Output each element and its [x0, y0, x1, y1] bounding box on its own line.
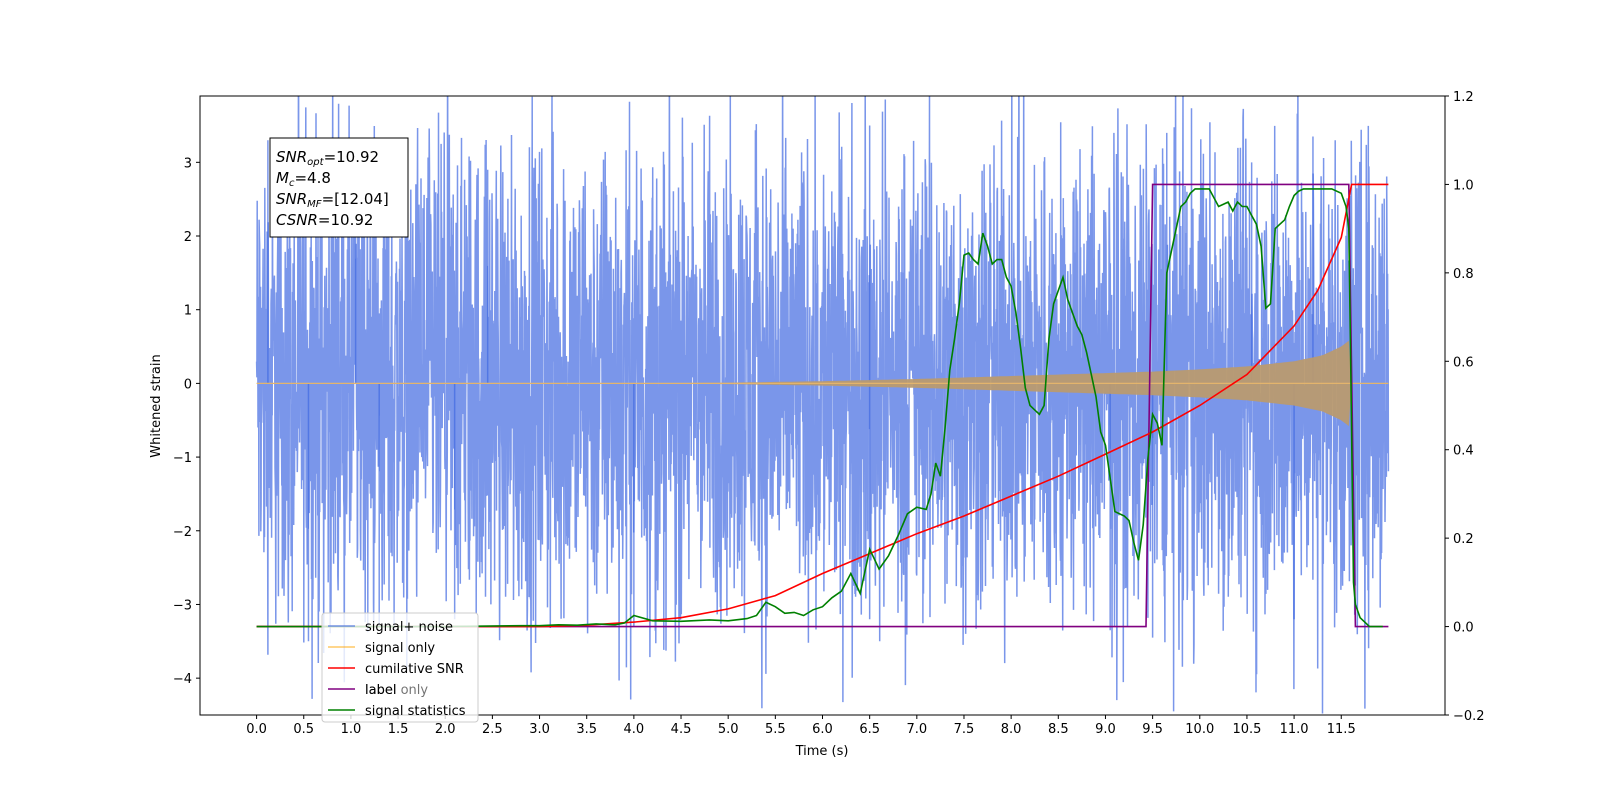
x-tick-label: 3.5 [576, 722, 597, 737]
cumilative-snr-line [256, 183, 1389, 628]
legend-label: signal only [365, 641, 435, 656]
info-box: SNRopt=10.92Mc=4.8SNRMF=[12.04]CSNR=10.9… [269, 137, 409, 238]
x-tick-label: 6.0 [812, 722, 833, 737]
y-left-tick-label: 2 [184, 230, 192, 245]
info-line: CSNR=10.92 [276, 211, 373, 229]
label-line [256, 183, 1389, 628]
info-box-frame [269, 137, 409, 238]
y-axis-left: −4 −3 −2 −1 0 1 2 3 [173, 156, 200, 687]
y-left-tick-label: 1 [184, 304, 192, 319]
y-left-tick-label: 3 [184, 156, 192, 171]
legend: signal+ noise signal only cumilative SNR la… [321, 612, 479, 723]
x-axis-label: Time (s) [795, 744, 849, 759]
x-axis: 0.0 0.5 1.0 1.5 2.0 2.5 3.0 3.5 4.0 4.5 5.0 5.5 6.0 6… [246, 715, 1356, 737]
y-left-tick-label: −1 [173, 451, 192, 466]
y-right-tick-label: 0.2 [1453, 532, 1474, 547]
legend-label: label [365, 683, 396, 698]
x-tick-label: 3.0 [529, 722, 550, 737]
x-tick-label: 9.0 [1095, 722, 1116, 737]
legend-label-label-only: label only [365, 683, 428, 698]
x-tick-label: 8.0 [1001, 722, 1022, 737]
x-tick-label: 2.0 [435, 722, 456, 737]
signal-only-series [256, 340, 1389, 427]
legend-label: cumilative SNR [365, 662, 464, 677]
y-right-tick-label: 0.0 [1453, 621, 1474, 636]
signal-noise-trace [255, 96, 1390, 714]
y-left-tick-label: −3 [173, 598, 192, 613]
x-tick-label: 1.5 [388, 722, 409, 737]
x-tick-label: 0.0 [246, 722, 267, 737]
y-right-tick-label: 1.0 [1453, 178, 1474, 193]
info-line: SNRopt=10.92 [276, 148, 379, 168]
right-axis-series [256, 183, 1389, 628]
y-right-tick-label: 0.6 [1453, 355, 1474, 370]
info-line: SNRMF=[12.04] [276, 190, 389, 210]
x-tick-label: 5.0 [718, 722, 739, 737]
y-left-tick-label: −4 [173, 672, 192, 687]
y-left-tick-label: −2 [173, 525, 192, 540]
y-right-tick-label: 0.4 [1453, 444, 1474, 459]
x-tick-label: 9.5 [1142, 722, 1163, 737]
y-axis-right: −0.2 0.0 0.2 0.4 0.6 0.8 1.0 1.2 [1445, 90, 1485, 724]
plot-area [255, 96, 1390, 714]
y-axis-label: Whitened strain [149, 354, 164, 457]
y-right-tick-label: −0.2 [1453, 709, 1485, 724]
x-tick-label: 7.0 [906, 722, 927, 737]
legend-label: signal statistics [365, 704, 466, 719]
x-tick-label: 4.0 [624, 722, 645, 737]
x-tick-label: 7.5 [954, 722, 975, 737]
x-tick-label: 4.5 [671, 722, 692, 737]
x-tick-label: 1.0 [341, 722, 362, 737]
x-tick-label: 10.0 [1185, 722, 1214, 737]
x-tick-label: 2.5 [482, 722, 503, 737]
y-right-tick-label: 0.8 [1453, 267, 1474, 282]
legend-label: signal+ noise [365, 620, 453, 635]
x-tick-label: 11.5 [1327, 722, 1356, 737]
x-tick-label: 11.0 [1280, 722, 1309, 737]
x-tick-label: 0.5 [293, 722, 314, 737]
x-tick-label: 10.5 [1232, 722, 1261, 737]
x-tick-label: 8.5 [1048, 722, 1069, 737]
info-line: Mc=4.8 [276, 169, 331, 189]
signal-statistics-line [256, 188, 1383, 628]
y-right-tick-label: 1.2 [1453, 90, 1474, 105]
x-tick-label: 5.5 [765, 722, 786, 737]
signal-noise-series [255, 96, 1390, 714]
y-left-tick-label: 0 [184, 377, 192, 392]
x-tick-label: 6.5 [859, 722, 880, 737]
legend-frame [321, 612, 479, 723]
